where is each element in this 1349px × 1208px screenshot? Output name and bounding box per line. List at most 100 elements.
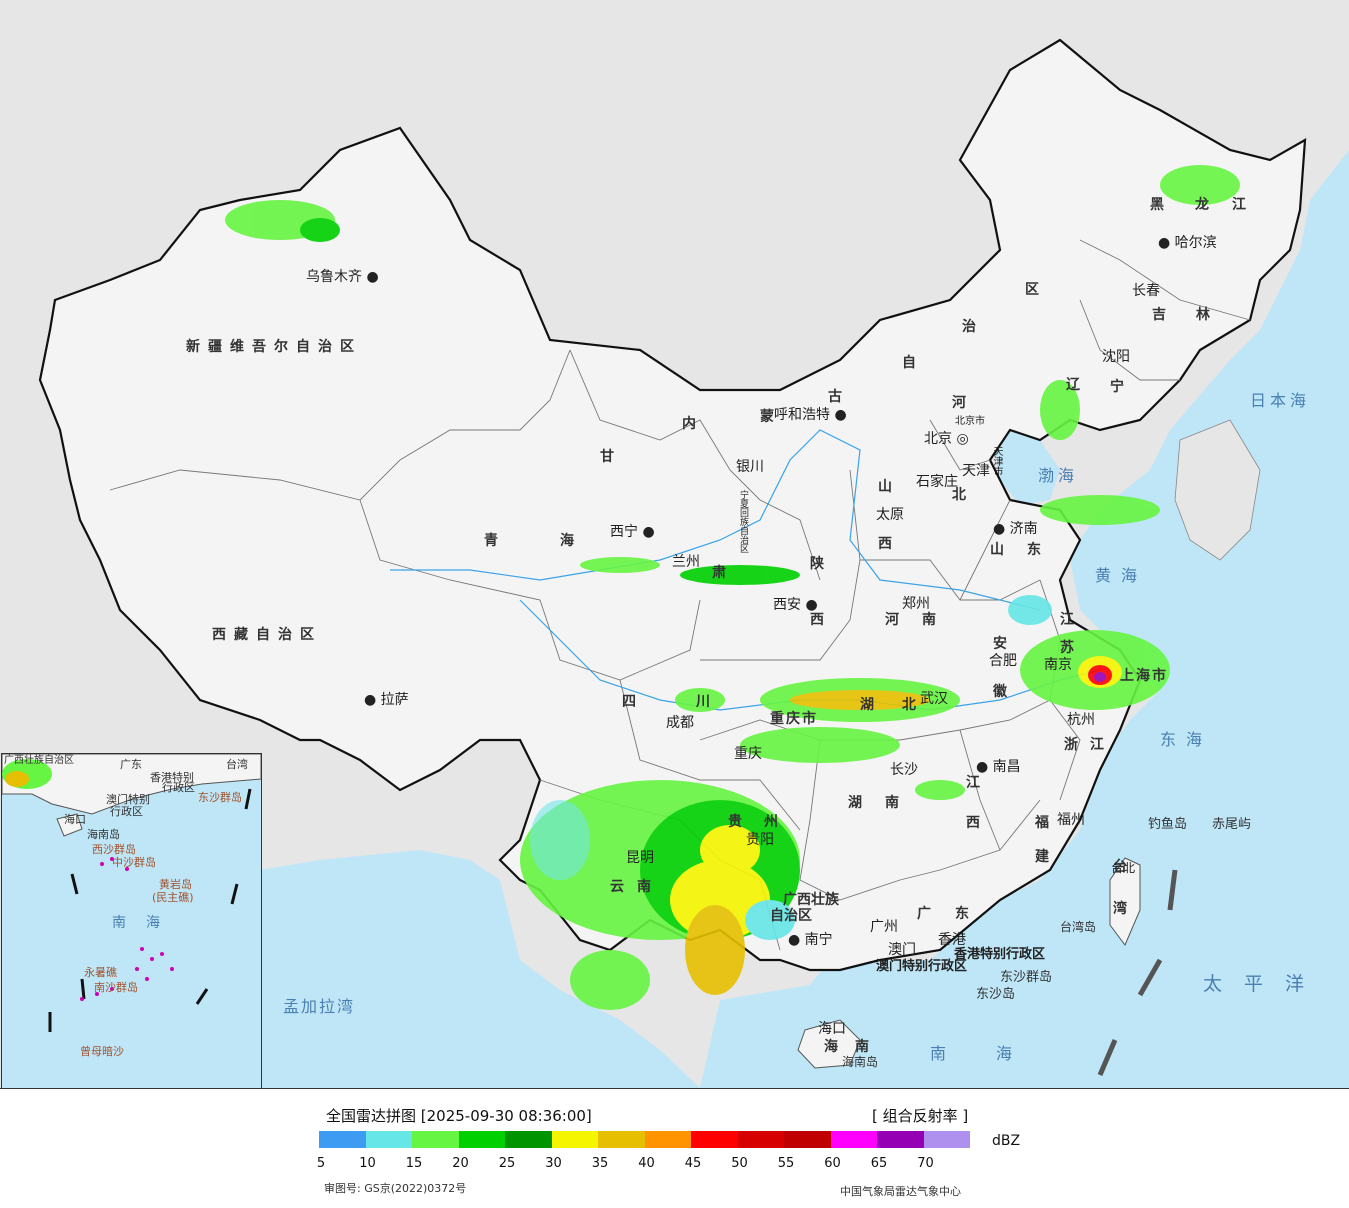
legend-title: 全国雷达拼图 [2025-09-30 08:36:00]: [326, 1107, 592, 1125]
label-henan-0: 河: [885, 612, 901, 628]
label-dongshaqundao: 东沙群岛: [1000, 970, 1053, 985]
south-china-sea-inset[interactable]: 台湾 广东 香港特别 行政区 澳门特别 行政区 东沙群岛 海口 海南岛 西沙群岛…: [1, 753, 262, 1089]
label-macau: 澳门特别行政区: [876, 959, 968, 974]
legend-product[interactable]: [ 组合反射率 ]: [872, 1107, 969, 1125]
city-lanzhou[interactable]: 兰州: [672, 554, 700, 570]
radar-map[interactable]: 新疆维吾尔自治区 西藏自治区 青 海 甘 肃 内 蒙 古 自 治 区 黑 龙 江…: [0, 0, 1349, 1089]
label-diaoyudao: 钓鱼岛: [1148, 817, 1188, 832]
color-swatch-6: [598, 1131, 645, 1148]
inset-hainandao: 海南岛: [87, 828, 120, 841]
city-hongkong[interactable]: 香港: [938, 932, 966, 948]
city-wuhan[interactable]: 武汉: [920, 691, 948, 707]
legend-tick: 65: [870, 1156, 888, 1171]
label-shanxi-1: 西: [878, 536, 894, 552]
legend-tick: 70: [917, 1156, 934, 1171]
label-heilongjiang-2: 江: [1232, 197, 1248, 213]
label-taiwan-0: 台: [1113, 859, 1129, 875]
city-guiyang[interactable]: 贵阳: [746, 832, 774, 848]
label-xinjiang: 新疆维吾尔自治区: [186, 339, 362, 355]
city-nanchang[interactable]: ● 南昌: [976, 759, 1021, 775]
color-swatch-1: [365, 1131, 412, 1148]
city-xining[interactable]: 西宁 ●: [610, 524, 655, 540]
label-guangxi-2: 自治区: [770, 908, 812, 924]
label-neimenggu-5: 区: [1025, 282, 1041, 298]
hainan-island: [797, 1019, 861, 1069]
city-nanjing[interactable]: 南京: [1044, 657, 1072, 673]
city-zhengzhou[interactable]: 郑州: [902, 596, 930, 612]
city-nanning[interactable]: ● 南宁: [788, 932, 833, 948]
inset-mo-1: 澳门特别: [106, 793, 150, 806]
inset-guangxi: 广西壮族自治区: [4, 755, 74, 766]
city-taiyuan[interactable]: 太原: [876, 507, 904, 523]
city-urumqi[interactable]: 乌鲁木齐 ●: [306, 269, 379, 285]
city-guangzhou[interactable]: 广州: [870, 919, 898, 935]
china-land: [38, 38, 1307, 972]
color-swatch-7: [644, 1131, 691, 1148]
label-jilin-0: 吉: [1152, 307, 1168, 323]
label-ningxia: 宁夏回族自治区: [738, 490, 748, 553]
city-hohhot[interactable]: 呼和浩特 ●: [774, 407, 847, 423]
city-haikou[interactable]: 海口: [818, 1021, 846, 1037]
label-hebei-1: 北: [952, 487, 968, 503]
color-swatch-11: [830, 1131, 877, 1148]
city-shijiazhuang[interactable]: 石家庄: [916, 474, 958, 490]
label-tianjin: 天津市: [991, 446, 1002, 476]
label-ribenhai: 日本海: [1250, 391, 1311, 410]
color-swatch-9: [737, 1131, 784, 1148]
label-taiwan-1: 湾: [1113, 901, 1129, 917]
label-chiweiyu: 赤尾屿: [1212, 817, 1252, 832]
label-neimenggu-1: 蒙: [760, 409, 776, 425]
label-jilin-1: 林: [1196, 307, 1212, 323]
label-hainandao: 海南岛: [842, 1055, 879, 1069]
inset-zhongsha: 中沙群岛: [112, 856, 156, 869]
label-zhejiang-1: 江: [1090, 737, 1106, 753]
city-harbin[interactable]: ● 哈尔滨: [1158, 235, 1217, 251]
label-donghai: 东海: [1160, 730, 1213, 749]
label-sichuan-1: 川: [696, 694, 712, 710]
city-xian[interactable]: 西安 ●: [773, 597, 818, 613]
label-taipingyang: 太平洋: [1203, 973, 1327, 995]
label-shaanxi-0: 陕: [810, 556, 826, 572]
label-beijing-shi: 北京市: [955, 416, 985, 427]
map-canvas: [38, 38, 1349, 1088]
label-shanxi-0: 山: [878, 479, 894, 495]
inset-zengmu: 曾母暗沙: [80, 1045, 124, 1058]
label-hainan-1: 南: [855, 1039, 871, 1055]
color-swatch-5: [551, 1131, 598, 1148]
city-jinan[interactable]: ● 济南: [993, 521, 1038, 537]
city-taibei[interactable]: 台北: [1111, 861, 1136, 875]
label-anhui-0: 安: [993, 636, 1009, 652]
city-changchun[interactable]: 长春: [1132, 283, 1160, 299]
inset-dongsha: 东沙群岛: [198, 791, 242, 804]
label-heilongjiang-1: 龙: [1195, 197, 1211, 213]
city-hefei[interactable]: 合肥: [989, 653, 1017, 669]
label-hubei-0: 湖: [860, 697, 876, 713]
color-swatch-10: [784, 1131, 831, 1148]
label-yunnan-0: 云: [610, 879, 626, 895]
label-neimenggu-4: 治: [962, 319, 978, 335]
city-hangzhou[interactable]: 杭州: [1067, 712, 1095, 728]
city-chengdu[interactable]: 成都: [666, 715, 694, 731]
city-kunming[interactable]: 昆明: [626, 850, 654, 866]
label-bohai: 渤海: [1038, 466, 1079, 485]
city-fuzhou[interactable]: 福州: [1057, 812, 1085, 828]
label-fujian-1: 建: [1035, 849, 1051, 865]
label-jiangsu-1: 苏: [1060, 640, 1076, 656]
label-guizhou-1: 州: [764, 814, 780, 830]
city-beijing[interactable]: 北京 ◎: [924, 431, 969, 447]
label-zhejiang-0: 浙: [1064, 737, 1080, 753]
inset-guangdong: 广东: [120, 758, 142, 771]
city-macau[interactable]: 澳门: [888, 942, 916, 958]
city-lhasa[interactable]: ● 拉萨: [364, 692, 409, 708]
taiwan-island: [1109, 857, 1141, 946]
radar-echoes: [225, 165, 1240, 1010]
city-chongqing[interactable]: 重庆: [734, 746, 762, 762]
city-yinchuan[interactable]: 银川: [736, 459, 764, 475]
city-tianjin[interactable]: 天津: [962, 463, 990, 479]
color-scale: [319, 1131, 970, 1148]
nine-dash-line: [1097, 869, 1178, 1076]
inset-yongshu: 永暑礁: [84, 966, 117, 979]
inset-hk-2: 行政区: [162, 781, 195, 794]
city-changsha[interactable]: 长沙: [890, 762, 918, 778]
city-shenyang[interactable]: 沈阳: [1102, 349, 1130, 365]
